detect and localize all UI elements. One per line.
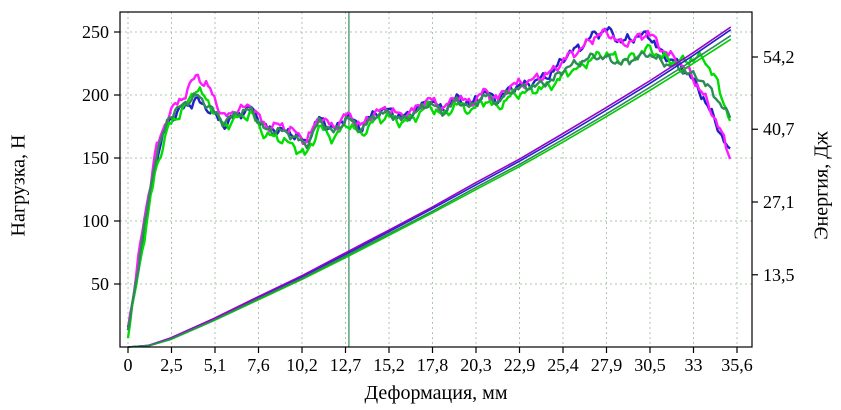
plot-frame <box>119 11 753 348</box>
x-tick-label: 27,9 <box>591 355 623 375</box>
y-right-tick-label: 27,1 <box>763 192 795 212</box>
energy-curve-energy-3 <box>127 38 732 348</box>
y-left-tick-label: 50 <box>91 274 109 294</box>
x-tick-label: 10,2 <box>286 355 318 375</box>
x-tick-label: 12,7 <box>330 355 362 375</box>
x-axis-title: Деформация, мм <box>364 382 508 404</box>
x-tick-label: 15,2 <box>373 355 405 375</box>
load-curve-load-4 <box>126 51 732 331</box>
energy-curves <box>127 26 732 348</box>
x-tick-label: 2,5 <box>160 355 183 375</box>
energy-curve-energy-1 <box>127 29 732 348</box>
y-left-tick-label: 150 <box>82 148 109 168</box>
tick-labels: 0 2,5 5,1 7,6 10,2 12,7 15,2 17,8 20,3 22,9 25,4 27… <box>82 22 795 375</box>
x-tick-label: 17,8 <box>417 355 449 375</box>
load-curve-load-1 <box>126 26 731 328</box>
load-curves <box>126 26 732 339</box>
y-right-tick-label: 40,7 <box>763 119 795 139</box>
x-tick-label: 5,1 <box>204 355 227 375</box>
y-left-tick-label: 200 <box>82 85 109 105</box>
x-tick-label: 0 <box>124 355 133 375</box>
x-tick-label: 25,4 <box>547 355 579 375</box>
energy-curve-energy-4 <box>127 34 732 348</box>
y-right-tick-label: 13,5 <box>763 265 795 285</box>
y-left-tick-label: 100 <box>82 211 109 231</box>
x-tick-label: 30,5 <box>634 355 666 375</box>
y-right-tick-label: 54,2 <box>763 47 795 67</box>
tick-marks <box>114 31 758 353</box>
energy-curve-energy-2 <box>127 26 732 348</box>
x-tick-label: 35,6 <box>721 355 753 375</box>
x-tick-label: 33 <box>685 355 703 375</box>
y-left-tick-label: 250 <box>82 22 109 42</box>
load-curve-load-2 <box>126 28 732 331</box>
gridlines <box>120 12 752 347</box>
x-tick-label: 22,9 <box>504 355 536 375</box>
x-tick-label: 7,6 <box>247 355 270 375</box>
x-tick-label: 20,3 <box>460 355 492 375</box>
